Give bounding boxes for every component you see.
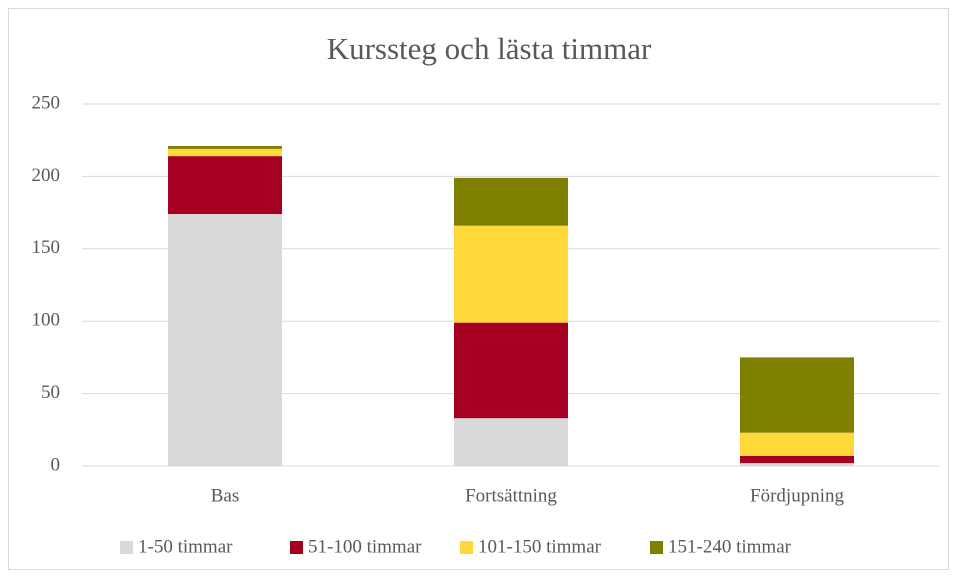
bar-segment [740, 455, 854, 464]
legend-swatch [290, 541, 303, 554]
x-tick-label: Fortsättning [465, 485, 557, 506]
y-tick-label: 200 [32, 165, 61, 186]
bar-segment [740, 432, 854, 456]
chart-title: Kurssteg och lästa timmar [327, 31, 652, 66]
bar-segment [168, 156, 282, 215]
legend-swatch [650, 541, 663, 554]
bar-segment [740, 463, 854, 466]
legend-label: 1-50 timmar [138, 536, 233, 557]
y-tick-label: 50 [41, 382, 60, 403]
x-tick-label: Fördjupning [750, 485, 844, 506]
x-tick-label: Bas [211, 485, 240, 506]
y-tick-label: 250 [32, 92, 61, 113]
legend-swatch [120, 541, 133, 554]
bar-segment [168, 148, 282, 157]
y-tick-label: 100 [32, 310, 61, 331]
bar-segment [740, 357, 854, 433]
y-tick-label: 0 [51, 454, 61, 475]
bar-segment [454, 177, 568, 226]
bar-segment [454, 322, 568, 419]
legend-label: 51-100 timmar [308, 536, 422, 557]
legend-label: 101-150 timmar [478, 536, 602, 557]
bar-segment [454, 418, 568, 466]
bar-segment [454, 225, 568, 323]
y-tick-label: 150 [32, 237, 61, 258]
bar-segment [168, 214, 282, 466]
legend-swatch [460, 541, 473, 554]
bar-segment [168, 145, 282, 149]
legend-label: 151-240 timmar [668, 536, 792, 557]
